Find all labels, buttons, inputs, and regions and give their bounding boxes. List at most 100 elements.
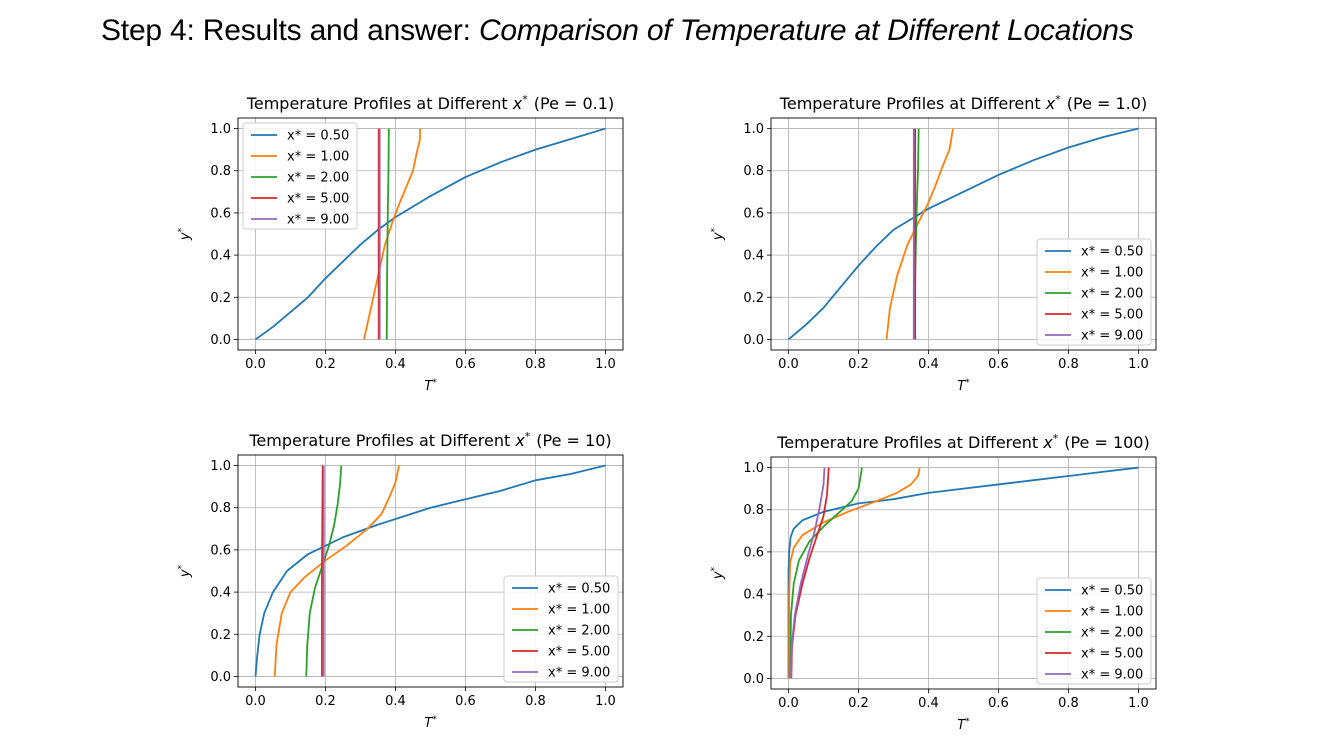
y-tick-label: 0.2: [743, 630, 764, 645]
chart-pe-100: Temperature Profiles at Different x* (Pe …: [710, 432, 1157, 733]
x-axis-label-superscript: *: [965, 717, 970, 727]
x-tick-label: 0.6: [988, 696, 1009, 711]
chart-title-variable: x: [1042, 433, 1053, 452]
axes-frame: [770, 117, 1157, 351]
x-tick-label: 0.2: [848, 696, 869, 711]
legend-box: [503, 575, 619, 683]
chart-title: Temperature Profiles at Different x* (Pe …: [246, 93, 614, 114]
legend-label: x* = 1.00: [287, 150, 349, 165]
legend: x* = 0.50 x* = 1.00 x* = 2.00 x* = 5.00 x* =…: [1036, 577, 1152, 685]
chart-title-text: Temperature Profiles at Different: [776, 433, 1043, 452]
x-axis-label-text: T: [424, 379, 433, 394]
y-axis-label-superscript: *: [710, 566, 720, 571]
y-tick-label: 0.2: [210, 628, 231, 643]
x-axis-label-superscript: *: [432, 378, 437, 388]
chart-pe-10: Temperature Profiles at Different x* (Pe …: [177, 430, 624, 731]
chart-title-superscript: *: [522, 93, 528, 106]
x-tick-label: 0.6: [988, 357, 1009, 372]
x-axis-label: T*: [957, 378, 970, 394]
y-tick-label: 0.2: [743, 291, 764, 306]
legend-label: x* = 0.50: [548, 582, 610, 597]
slide-title: Step 4: Results and answer: Comparison o…: [101, 14, 1134, 48]
series-line: [788, 467, 921, 679]
legend: x* = 0.50 x* = 1.00 x* = 2.00 x* = 5.00 x* =…: [503, 575, 619, 683]
chart-pe-1-0: Temperature Profiles at Different x* (Pe …: [710, 93, 1157, 394]
x-tick-label: 0.8: [1058, 696, 1079, 711]
legend-label: x* = 9.00: [287, 213, 349, 228]
x-axis-label-superscript: *: [965, 378, 970, 388]
x-tick-label: 1.0: [595, 357, 616, 372]
legend-label: x* = 0.50: [1081, 245, 1143, 260]
legend-box: [242, 122, 358, 230]
x-tick-label: 0.2: [315, 694, 336, 709]
y-axis-label: y*: [177, 227, 193, 241]
y-tick-label: 1.0: [743, 122, 764, 137]
y-tick-label: 0.8: [210, 164, 231, 179]
legend-label: x* = 5.00: [1081, 308, 1143, 323]
y-axis-label-text: y: [178, 232, 193, 241]
series-line: [790, 467, 826, 679]
y-axis-label: y*: [710, 566, 726, 580]
series-line: [385, 128, 390, 340]
chart-title: Temperature Profiles at Different x* (Pe …: [779, 93, 1147, 114]
x-tick-label: 0.8: [1058, 357, 1079, 372]
axes-frame: [237, 117, 624, 351]
y-tick-label: 0.6: [743, 206, 764, 221]
legend-label: x* = 2.00: [1081, 287, 1143, 302]
chart-title-variable: x: [514, 431, 525, 450]
x-tick-label: 0.4: [918, 696, 939, 711]
x-tick-label: 1.0: [1128, 357, 1149, 372]
series-line: [321, 465, 324, 677]
y-tick-label: 0.4: [210, 586, 231, 601]
y-tick-label: 0.8: [743, 164, 764, 179]
y-tick-label: 0.4: [210, 249, 231, 264]
legend: x* = 0.50 x* = 1.00 x* = 2.00 x* = 5.00 x* =…: [1036, 238, 1152, 346]
series-line: [254, 464, 606, 677]
series-line: [789, 467, 863, 679]
series-line: [363, 128, 421, 340]
y-tick-label: 0.6: [743, 545, 764, 560]
legend-label: x* = 9.00: [548, 666, 610, 681]
y-tick-label: 0.8: [210, 501, 231, 516]
y-tick-label: 0.6: [210, 543, 231, 558]
x-axis-label: T*: [424, 715, 437, 731]
x-tick-label: 0.4: [385, 357, 406, 372]
axes-frame: [770, 456, 1157, 690]
x-tick-label: 0.0: [778, 357, 799, 372]
y-tick-label: 0.0: [210, 670, 231, 685]
y-tick-label: 0.6: [210, 206, 231, 221]
series-group: [787, 127, 1139, 341]
chart-title-superscript: *: [1055, 93, 1061, 106]
x-axis-label-superscript: *: [432, 715, 437, 725]
legend-label: x* = 0.50: [1081, 584, 1143, 599]
x-tick-label: 0.2: [848, 357, 869, 372]
x-axis-label-text: T: [957, 379, 966, 394]
y-tick-label: 0.4: [743, 588, 764, 603]
x-tick-label: 0.6: [455, 357, 476, 372]
legend-label: x* = 9.00: [1081, 668, 1143, 683]
legend-label: x* = 9.00: [1081, 329, 1143, 344]
series-group: [787, 466, 1139, 679]
series-group: [254, 464, 606, 677]
x-tick-label: 0.4: [385, 694, 406, 709]
series-line: [885, 128, 954, 340]
chart-title-variable: x: [1045, 94, 1056, 113]
legend-label: x* = 5.00: [287, 192, 349, 207]
legend-label: x* = 2.00: [287, 171, 349, 186]
y-axis-label-text: y: [711, 232, 726, 241]
chart-title-peclet: (Pe = 1.0): [1067, 94, 1147, 113]
y-axis-label-text: y: [178, 569, 193, 578]
chart-title-superscript: *: [1053, 432, 1059, 445]
y-tick-label: 0.0: [743, 672, 764, 687]
chart-title-superscript: *: [525, 430, 531, 443]
x-axis-label-text: T: [957, 718, 966, 733]
y-tick-label: 0.0: [210, 333, 231, 348]
x-tick-label: 0.8: [525, 694, 546, 709]
slide-title-prefix: Step 4: Results and answer:: [101, 14, 479, 47]
x-axis-label: T*: [424, 378, 437, 394]
y-tick-label: 1.0: [210, 459, 231, 474]
slide-title-emphasis: Comparison of Temperature at Different L…: [478, 14, 1134, 47]
series-line: [305, 465, 343, 677]
series-line: [273, 465, 400, 677]
y-tick-label: 0.2: [210, 291, 231, 306]
